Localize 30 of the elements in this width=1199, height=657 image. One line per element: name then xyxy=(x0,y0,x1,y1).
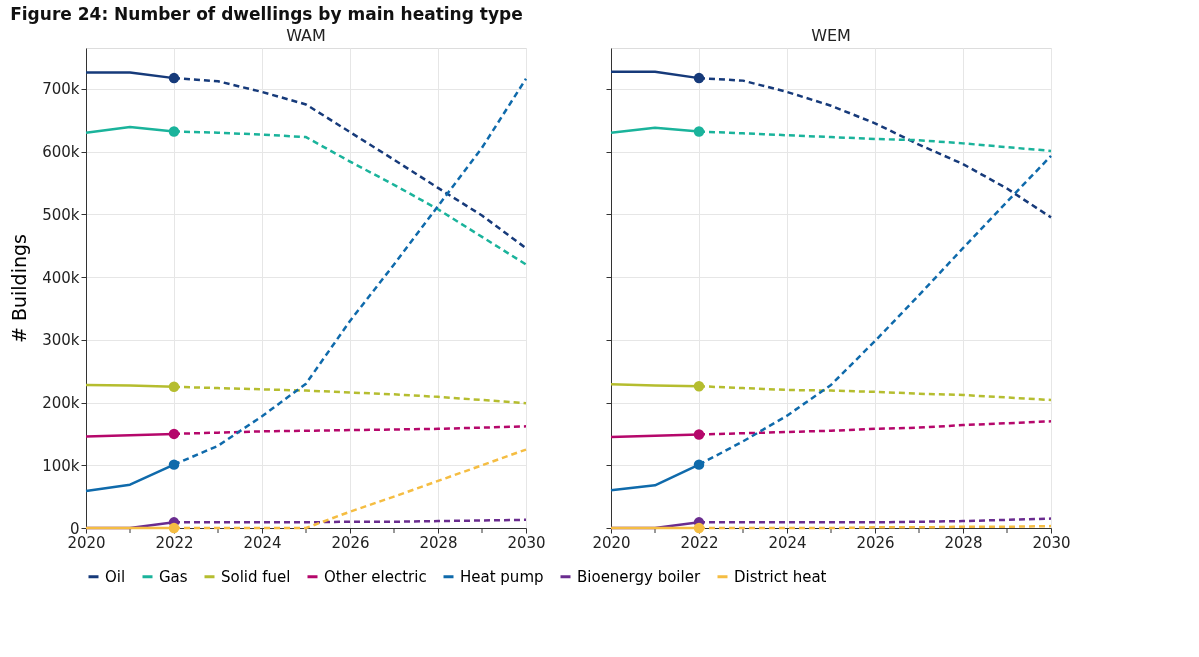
x-tick-label: 2026 xyxy=(331,533,370,552)
chart-title: Figure 24: Number of dwellings by main heating type xyxy=(10,3,523,24)
x-tick-label: 2022 xyxy=(155,533,194,552)
x-tick-label: 2024 xyxy=(243,533,282,552)
legend-label: Bioenergy boiler xyxy=(577,567,701,586)
y-tick-label: 100k xyxy=(42,456,80,475)
legend-label: Oil xyxy=(105,567,126,586)
x-tick-label: 2030 xyxy=(1032,533,1071,552)
legend-label: Other electric xyxy=(324,567,427,586)
y-tick-label: 400k xyxy=(42,268,80,287)
x-tick-label: 2028 xyxy=(419,533,458,552)
y-axis-title: # Buildings xyxy=(8,234,31,343)
x-tick-label: 2028 xyxy=(944,533,983,552)
legend-label: District heat xyxy=(734,567,827,586)
legend-label: Gas xyxy=(159,567,188,586)
x-tick-label: 2020 xyxy=(592,533,631,552)
x-tick-label: 2022 xyxy=(680,533,719,552)
chart-subtitle: WAM xyxy=(286,26,326,45)
y-tick-label: 300k xyxy=(42,331,80,350)
y-tick-label: 600k xyxy=(42,143,80,162)
y-tick-label: 700k xyxy=(42,80,80,99)
y-tick-label: 200k xyxy=(42,394,80,413)
x-tick-label: 2024 xyxy=(768,533,807,552)
chart-subtitle: WEM xyxy=(811,26,851,45)
legend-label: Heat pump xyxy=(460,567,544,586)
x-tick-label: 2020 xyxy=(67,533,106,552)
x-tick-label: 2030 xyxy=(507,533,546,552)
x-tick-label: 2026 xyxy=(856,533,895,552)
y-tick-label: 500k xyxy=(42,205,80,224)
legend-label: Solid fuel xyxy=(221,567,291,586)
